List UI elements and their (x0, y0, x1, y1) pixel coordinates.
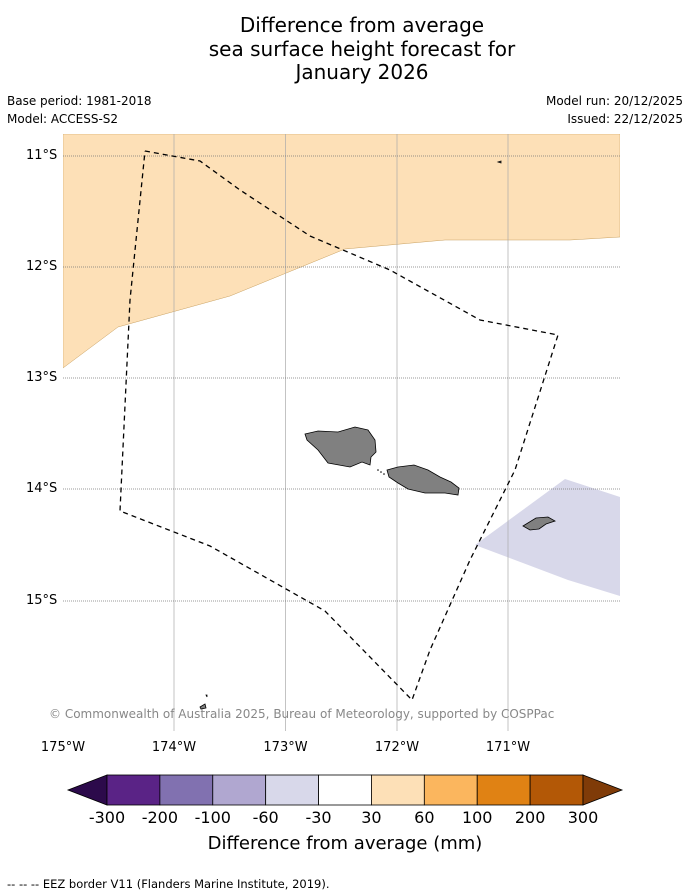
eez-border (119, 150, 559, 702)
eez-legend: -- -- -- EEZ border V11 (Flanders Marine… (7, 877, 330, 891)
islet-south (199, 703, 207, 710)
colorbar-tick-label: 300 (567, 808, 599, 827)
islet-dot (380, 471, 382, 473)
islet-dots (377, 469, 385, 475)
colorbar-tick-label: 30 (361, 808, 382, 827)
colorbar-over-arrow (582, 774, 624, 806)
base-period: Base period: 1981-2018 (7, 94, 152, 108)
colorbar-tick-label: 200 (514, 808, 546, 827)
colorbar-bins (106, 774, 584, 806)
model-name: Model: ACCESS-S2 (7, 112, 119, 126)
colorbar-label: Difference from average (mm) (207, 833, 483, 854)
colorbar-tick-label: 60 (414, 808, 435, 827)
lat-label-11s: 11°S (26, 148, 58, 163)
map-area (63, 134, 620, 731)
lon-label-173w: 173°W (263, 740, 308, 755)
colorbar-tick-label: -200 (141, 808, 179, 827)
negative-anomaly-region (475, 479, 620, 596)
lat-label-13s: 13°S (26, 370, 58, 385)
title-line-1: Difference from average (239, 13, 485, 37)
colorbar-bin (476, 774, 531, 806)
colorbar-bin (529, 774, 584, 806)
colorbar-bin (212, 774, 267, 806)
colorbar-under-arrow (66, 774, 108, 806)
model-run: Model run: 20/12/2025 (545, 94, 683, 108)
title-line-3: January 2026 (295, 60, 429, 84)
colorbar-bin (318, 774, 372, 806)
islet-dot (377, 469, 379, 471)
colorbar-bin (159, 774, 214, 806)
islet-dot (383, 473, 385, 475)
lat-label-14s: 14°S (26, 481, 58, 496)
colorbar-tick-label: -30 (305, 808, 332, 827)
issued-date: Issued: 22/12/2025 (567, 112, 683, 126)
chart-title: Difference from average sea surface heig… (0, 13, 690, 85)
colorbar-tick-label: -100 (194, 808, 231, 827)
colorbar-tick-label: -300 (88, 808, 126, 827)
gridlines (63, 134, 620, 731)
lon-label-171w: 171°W (485, 740, 531, 755)
islet-north (496, 160, 502, 164)
lon-label-175w: 175°W (40, 740, 86, 755)
land (199, 160, 556, 710)
islet-south-2 (205, 694, 208, 698)
lat-label-12s: 12°S (26, 259, 58, 274)
colorbar-bin (371, 774, 425, 806)
colorbar-bin (423, 774, 478, 806)
island-tutuila (522, 516, 556, 531)
lat-label-15s: 15°S (26, 593, 58, 608)
colorbar-bin (265, 774, 319, 806)
colorbar-bin (106, 774, 161, 806)
lon-label-174w: 174°W (151, 740, 197, 755)
colorbar-tick-label: 100 (461, 808, 493, 827)
title-line-2: sea surface height forecast for (208, 36, 516, 61)
island-savaii (304, 426, 377, 468)
lon-label-172w: 172°W (374, 740, 420, 755)
positive-anomaly-region (63, 134, 620, 369)
colorbar (66, 774, 624, 806)
colorbar-tick-label: -60 (252, 808, 279, 827)
copyright-notice: © Commonwealth of Australia 2025, Bureau… (49, 707, 555, 721)
island-upolu (386, 464, 460, 496)
